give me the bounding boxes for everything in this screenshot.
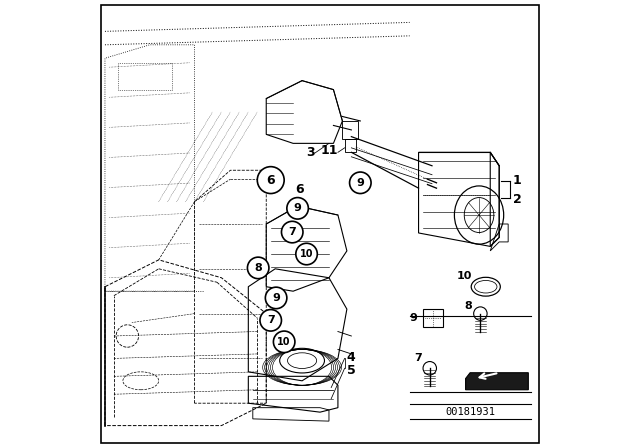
Text: 10: 10 [300,249,314,259]
Text: 11: 11 [321,144,338,158]
Text: 10: 10 [457,271,472,280]
Circle shape [257,167,284,194]
Circle shape [282,221,303,243]
Text: 7: 7 [289,227,296,237]
Text: 8: 8 [254,263,262,273]
Text: 1: 1 [513,174,522,187]
Text: 6: 6 [266,173,275,187]
Text: 7: 7 [414,353,422,363]
Bar [118,63,172,90]
Circle shape [266,287,287,309]
Text: 9: 9 [356,178,364,188]
Circle shape [296,243,317,265]
Polygon shape [466,373,529,390]
Text: 9: 9 [410,313,418,323]
Circle shape [273,331,295,353]
Circle shape [260,310,282,331]
Circle shape [248,257,269,279]
Bar [342,121,358,139]
Text: 2: 2 [513,193,522,206]
Text: 5: 5 [347,363,356,377]
Circle shape [287,198,308,219]
Bar [345,139,356,152]
Text: 3: 3 [306,146,315,159]
Text: 9: 9 [272,293,280,303]
Text: 00181931: 00181931 [445,407,495,417]
Circle shape [349,172,371,194]
Text: 10: 10 [277,337,291,347]
Text: 8: 8 [465,301,472,310]
Text: 4: 4 [347,351,356,364]
Text: 9: 9 [294,203,301,213]
Text: 6: 6 [296,183,304,196]
Text: 7: 7 [267,315,275,325]
